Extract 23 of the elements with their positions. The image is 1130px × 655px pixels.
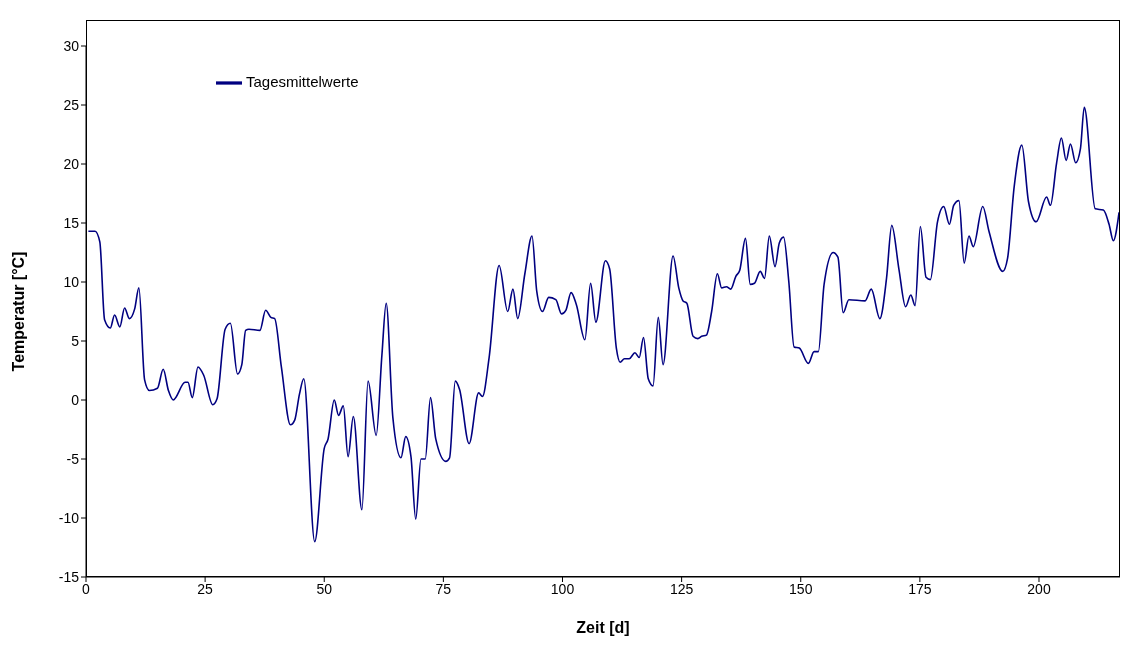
y-tick-label: 20 [63, 155, 80, 172]
y-tick-label: -15 [58, 568, 80, 585]
y-tick-label: 10 [63, 273, 80, 290]
y-tick-label: -5 [66, 450, 80, 467]
y-tick-label: 25 [63, 96, 80, 113]
x-tick-label: 50 [316, 580, 333, 597]
x-tick-label: 0 [82, 580, 91, 597]
x-tick-label: 175 [908, 580, 932, 597]
y-tick-label: 30 [63, 37, 80, 54]
x-tick-label: 75 [435, 580, 452, 597]
y-axis-title: Temperatur [°C] [9, 251, 27, 372]
y-tick-label: 15 [63, 214, 80, 231]
legend-label: Tagesmittelwerte [246, 73, 359, 91]
x-axis-title: Zeit [d] [576, 619, 630, 636]
x-tick-label: 125 [669, 580, 694, 597]
y-tick-label: -10 [58, 509, 80, 526]
x-tick-label: 150 [789, 580, 813, 597]
x-tick-label: 25 [197, 580, 214, 597]
y-tick-label: 0 [71, 391, 80, 408]
line-series [87, 106, 1120, 543]
x-tick-label: 200 [1027, 580, 1051, 597]
x-tick-label: 100 [550, 580, 575, 597]
y-tick-label: 5 [71, 332, 80, 349]
